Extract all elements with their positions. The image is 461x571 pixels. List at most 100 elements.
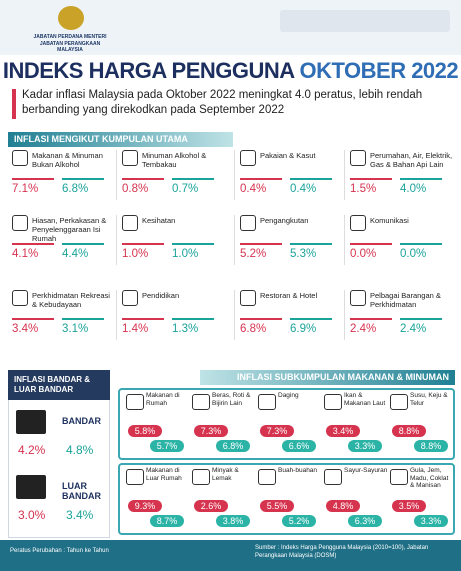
underline	[290, 243, 332, 245]
icon	[324, 469, 342, 485]
value-curr: 1.3%	[172, 323, 199, 335]
partner-logos	[280, 10, 450, 32]
value-curr: 0.4%	[290, 183, 317, 195]
area-name: LUAR BANDAR	[62, 481, 101, 501]
summary: Kadar inflasi Malaysia pada Oktober 2022…	[22, 89, 423, 116]
underline	[400, 318, 442, 320]
value-curr: 4.4%	[62, 248, 89, 260]
underline	[62, 178, 104, 180]
value-curr: 2.4%	[400, 323, 427, 335]
footer	[0, 540, 461, 571]
group-name: Hiasan, Perkakasan & Penyelenggaraan Isi…	[32, 216, 107, 243]
icon	[240, 150, 256, 166]
underline	[172, 318, 214, 320]
value-prev: 0.0%	[350, 248, 377, 260]
icon	[390, 394, 408, 410]
icon	[16, 475, 46, 499]
icon	[324, 394, 342, 410]
value-prev: 4.8%	[326, 500, 360, 512]
value-curr: 3.8%	[216, 515, 250, 527]
icon	[350, 290, 366, 306]
group-name: Pendidikan	[142, 291, 180, 300]
divider	[234, 150, 235, 200]
icon	[240, 215, 256, 231]
icon	[390, 469, 408, 485]
footer-note: Peratus Perubahan : Tahun ke Tahun	[10, 548, 109, 554]
value-prev: 7.3%	[260, 425, 294, 437]
divider	[116, 215, 117, 265]
divider	[116, 150, 117, 200]
value-prev: 3.4%	[326, 425, 360, 437]
icon	[126, 394, 144, 410]
value-curr: 6.8%	[62, 183, 89, 195]
icon	[122, 150, 138, 166]
value-curr: 4.0%	[400, 183, 427, 195]
underline	[350, 318, 392, 320]
subgroup-name: Ikan & Makanan Laut	[344, 392, 386, 407]
icon	[12, 290, 28, 306]
title: INDEKS HARGA PENGGUNA OKTOBER 2022	[0, 58, 461, 84]
group-name: Kesihatan	[142, 216, 176, 225]
subgroup-name: Gula, Jem, Madu, Coklat & Manisan	[410, 467, 449, 489]
underline	[290, 318, 332, 320]
section-title: INFLASI SUBKUMPULAN MAKANAN & MINUMAN	[200, 370, 455, 385]
icon	[126, 469, 144, 485]
subgroup-name: Makanan di Rumah	[146, 392, 180, 407]
value-prev: 5.5%	[260, 500, 294, 512]
divider	[344, 215, 345, 265]
value-curr: 3.3%	[348, 440, 382, 452]
group-name: Pengangkutan	[260, 216, 309, 225]
underline	[12, 243, 54, 245]
icon	[350, 215, 366, 231]
group-name: Perumahan, Air, Elektrik, Gas & Bahan Ap…	[370, 151, 453, 169]
value-prev: 1.0%	[122, 248, 149, 260]
underline	[172, 243, 214, 245]
underline	[122, 178, 164, 180]
group-name: Restoran & Hotel	[260, 291, 318, 300]
group-name: Makanan & Minuman Bukan Alkohol	[32, 151, 103, 169]
value-curr: 6.6%	[282, 440, 316, 452]
value-prev: 1.4%	[122, 323, 149, 335]
value-curr: 4.8%	[66, 443, 94, 457]
accent-bar	[12, 89, 16, 119]
icon	[122, 290, 138, 306]
group-name: Pelbagai Barangan & Perkhidmatan	[370, 291, 441, 309]
value-prev: 7.3%	[194, 425, 228, 437]
subgroup-name: Makanan di Luar Rumah	[146, 467, 182, 482]
title-main: INDEKS HARGA PENGGUNA	[2, 58, 295, 83]
value-prev: 2.4%	[350, 323, 377, 335]
value-prev: 8.8%	[392, 425, 426, 437]
icon	[258, 469, 276, 485]
underline	[240, 243, 282, 245]
divider	[344, 150, 345, 200]
value-prev: 3.4%	[12, 323, 39, 335]
underline	[350, 178, 392, 180]
value-prev: 4.1%	[12, 248, 39, 260]
value-prev: 5.2%	[240, 248, 267, 260]
org-line: JABATAN PERANGKAAN MALAYSIA	[39, 41, 101, 53]
food-box	[118, 463, 455, 535]
org-line: JABATAN PERDANA MENTERI	[33, 34, 107, 40]
icon	[192, 394, 210, 410]
title-month: OKTOBER 2022	[299, 58, 459, 83]
value-prev: 6.8%	[240, 323, 267, 335]
underline	[12, 178, 54, 180]
section-title: INFLASI MENGIKUT KUMPULAN UTAMA	[8, 132, 233, 147]
subgroup-name: Sayur-Sayuran	[344, 467, 388, 474]
value-prev: 0.8%	[122, 183, 149, 195]
value-curr: 8.7%	[150, 515, 184, 527]
value-curr: 8.8%	[414, 440, 448, 452]
icon	[192, 469, 210, 485]
group-name: Perkhidmatan Rekreasi & Kebudayaan	[32, 291, 110, 309]
subgroup-name: Beras, Roti & Bijirin Lain	[212, 392, 251, 407]
underline	[400, 243, 442, 245]
value-curr: 6.9%	[290, 323, 317, 335]
underline	[62, 243, 104, 245]
food-box	[118, 388, 455, 460]
value-curr: 5.3%	[290, 248, 317, 260]
value-prev: 2.6%	[194, 500, 228, 512]
value-prev: 4.2%	[18, 443, 46, 457]
value-prev: 7.1%	[12, 183, 39, 195]
icon	[122, 215, 138, 231]
